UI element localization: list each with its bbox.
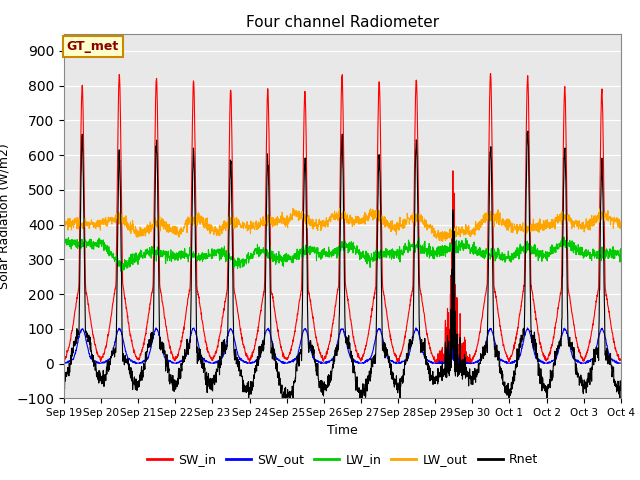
SW_in xyxy=(505,358,513,364)
SW_in xyxy=(617,356,625,362)
SW_out xyxy=(505,360,513,366)
LW_out xyxy=(60,219,68,225)
Rnet xyxy=(504,384,512,390)
SW_out xyxy=(584,358,591,364)
SW_in xyxy=(467,360,474,366)
Line: LW_out: LW_out xyxy=(64,208,621,241)
SW_out xyxy=(359,360,367,366)
SW_out xyxy=(95,361,103,367)
LW_out xyxy=(439,239,447,244)
SW_in xyxy=(358,354,366,360)
LW_in xyxy=(568,238,576,244)
Line: SW_out: SW_out xyxy=(64,328,621,364)
SW_out xyxy=(371,340,379,346)
Y-axis label: Solar Radiation (W/m2): Solar Radiation (W/m2) xyxy=(0,143,11,289)
SW_in xyxy=(568,310,576,316)
SW_out xyxy=(60,360,68,366)
LW_in xyxy=(60,242,68,248)
LW_in xyxy=(504,248,512,254)
LW_out xyxy=(335,205,343,211)
Rnet xyxy=(524,128,532,134)
LW_in xyxy=(117,268,125,274)
SW_out xyxy=(568,352,576,358)
LW_out xyxy=(505,217,513,223)
SW_in xyxy=(60,357,68,363)
LW_out xyxy=(617,219,625,225)
LW_in xyxy=(617,246,625,252)
Rnet xyxy=(584,384,591,390)
X-axis label: Time: Time xyxy=(327,424,358,437)
SW_in xyxy=(371,289,378,295)
LW_out xyxy=(568,217,576,223)
LW_in xyxy=(584,252,591,258)
LW_out xyxy=(584,218,591,224)
Line: LW_in: LW_in xyxy=(64,237,621,271)
SW_in xyxy=(584,347,591,353)
SW_in xyxy=(216,334,223,339)
SW_out xyxy=(216,358,223,363)
LW_out xyxy=(216,228,223,234)
Rnet xyxy=(568,339,576,345)
SW_out xyxy=(412,325,420,331)
LW_in xyxy=(371,256,379,262)
Rnet xyxy=(216,360,223,365)
SW_out xyxy=(617,360,625,366)
Title: Four channel Radiometer: Four channel Radiometer xyxy=(246,15,439,30)
LW_in xyxy=(359,252,367,257)
Legend: SW_in, SW_out, LW_in, LW_out, Rnet: SW_in, SW_out, LW_in, LW_out, Rnet xyxy=(142,448,543,471)
Rnet xyxy=(617,383,625,389)
Rnet xyxy=(371,353,379,359)
LW_in xyxy=(216,257,223,263)
LW_out xyxy=(359,216,367,221)
Rnet xyxy=(359,389,367,395)
Rnet xyxy=(60,381,68,386)
Text: GT_met: GT_met xyxy=(67,40,119,53)
Line: Rnet: Rnet xyxy=(64,131,621,403)
LW_out xyxy=(371,216,379,221)
Rnet xyxy=(280,400,287,406)
SW_in xyxy=(487,71,495,76)
LW_in xyxy=(560,234,568,240)
Line: SW_in: SW_in xyxy=(64,73,621,363)
